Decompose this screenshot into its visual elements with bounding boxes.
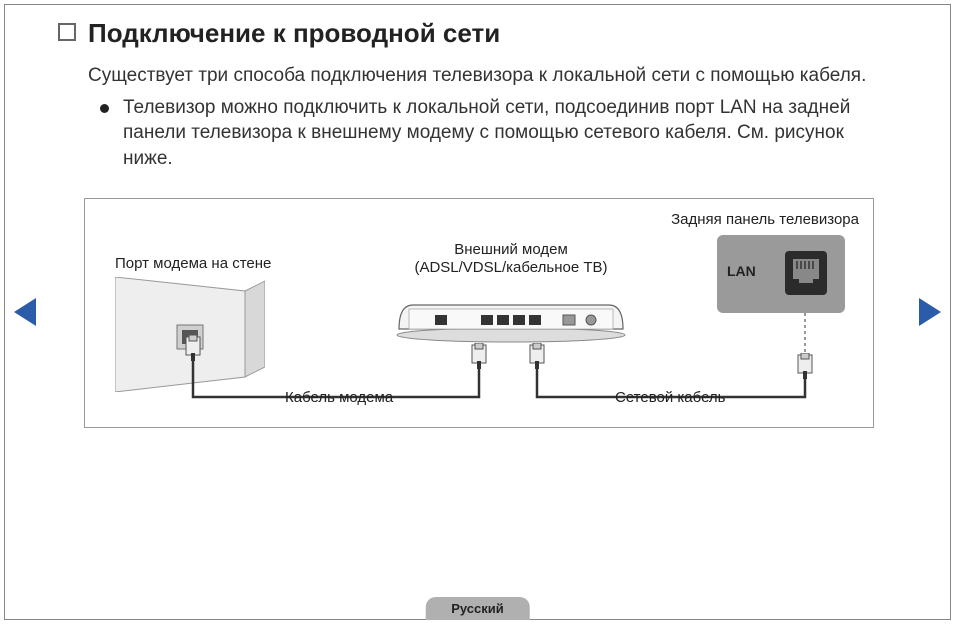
language-tab[interactable]: Русский [425,597,530,620]
nav-arrow-right-icon[interactable] [919,298,941,326]
rj45-connector-icon [527,343,547,371]
intro-text: Существует три способа подключения телев… [88,63,897,89]
title-row: Подключение к проводной сети [58,18,897,49]
cable-network-label: Сетевой кабель [615,389,725,406]
diagram-container: Порт модема на стене Внешний модем (ADSL… [84,198,874,428]
tv-panel-label: Задняя панель телевизора [659,211,859,229]
rj45-connector-icon [795,353,815,381]
wall-port-label: Порт модема на стене [115,255,271,273]
tv-back-panel: LAN [717,235,845,313]
page-title: Подключение к проводной сети [88,18,500,49]
bullet-row: Телевизор можно подключить к локальной с… [100,95,897,172]
modem-label: Внешний модем (ADSL/VDSL/кабельное ТВ) [395,241,627,277]
rj45-connector-icon [183,335,203,363]
cable-modem-label: Кабель модема [285,389,393,406]
modem-label-line2: (ADSL/VDSL/кабельное ТВ) [414,259,607,276]
lan-port-icon [785,251,827,295]
nav-arrow-left-icon[interactable] [14,298,36,326]
modem-icon [395,295,627,343]
lan-port-label: LAN [727,263,756,279]
bullet-text: Телевизор можно подключить к локальной с… [123,95,897,172]
rj45-connector-icon [469,343,489,371]
content-area: Подключение к проводной сети Существует … [58,18,897,172]
round-bullet-icon [100,104,109,113]
modem-label-line1: Внешний модем [454,241,568,258]
square-bullet-icon [58,23,76,41]
